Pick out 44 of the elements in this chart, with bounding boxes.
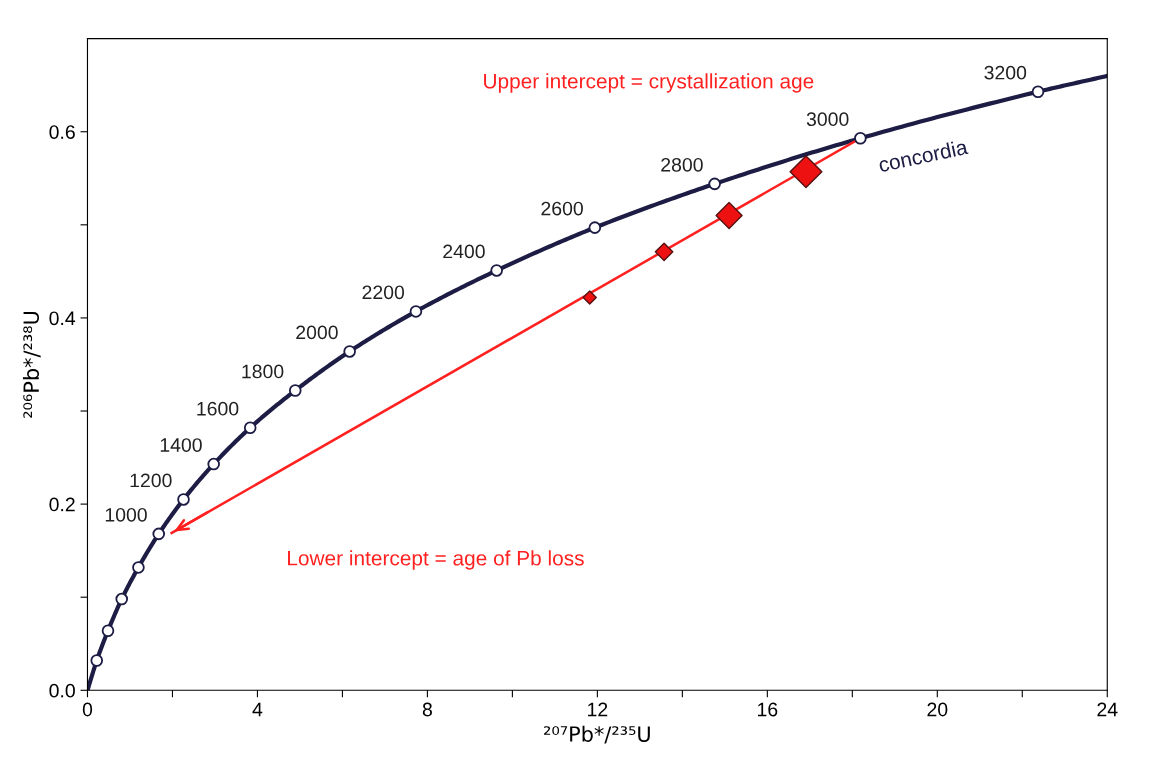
- annotation: 1400: [160, 438, 202, 452]
- point: [409, 305, 423, 318]
- annotation: 2800: [661, 157, 703, 172]
- annotation: 2600: [541, 201, 583, 216]
- point: [288, 384, 302, 397]
- point: [101, 624, 115, 637]
- point: [152, 527, 166, 541]
- point: [854, 131, 867, 145]
- x-tick-label: 4: [252, 702, 263, 717]
- point: [1031, 85, 1045, 98]
- point: [132, 561, 145, 574]
- point: [207, 457, 220, 471]
- point: [115, 592, 129, 606]
- annotation: 1600: [197, 401, 239, 416]
- annotation: 1000: [105, 507, 147, 522]
- annotation: 3200: [984, 65, 1027, 80]
- x-axis-title: ²⁰⁷Pb*/²³⁵U: [544, 725, 650, 744]
- annotation: 2400: [443, 244, 485, 259]
- x-tick-label: 8: [422, 702, 432, 717]
- point: [177, 493, 190, 506]
- x-tick-label: 0: [82, 702, 93, 717]
- y-tick-label: 0.6: [49, 125, 75, 139]
- point: [588, 221, 602, 234]
- x-tick-label: 12: [588, 702, 608, 717]
- y-tick-label: 0.0: [49, 683, 75, 698]
- annotation: 3000: [806, 112, 849, 127]
- annotation: 2000: [296, 325, 338, 340]
- annotation: 1800: [242, 364, 284, 379]
- x-tick-label: 16: [758, 702, 778, 717]
- y-tick-label: 0.4: [49, 311, 76, 326]
- y-tick-label: 0.2: [49, 497, 75, 512]
- y-axis-title: ²⁰⁶Pb*/²³⁸U: [22, 311, 41, 418]
- point: [243, 421, 257, 435]
- annotation: Lower intercept = age of Pb loss: [288, 550, 584, 570]
- point: [90, 654, 104, 667]
- point: [708, 177, 721, 191]
- annotation: 1200: [130, 473, 172, 488]
- point: [490, 264, 503, 277]
- annotation: Upper intercept = crystallization age: [484, 73, 814, 93]
- x-tick-label: 20: [927, 702, 948, 717]
- point: [343, 345, 356, 358]
- text: concordia: [877, 138, 969, 173]
- x-tick-label: 24: [1097, 702, 1118, 717]
- annotation: 2200: [362, 285, 405, 300]
